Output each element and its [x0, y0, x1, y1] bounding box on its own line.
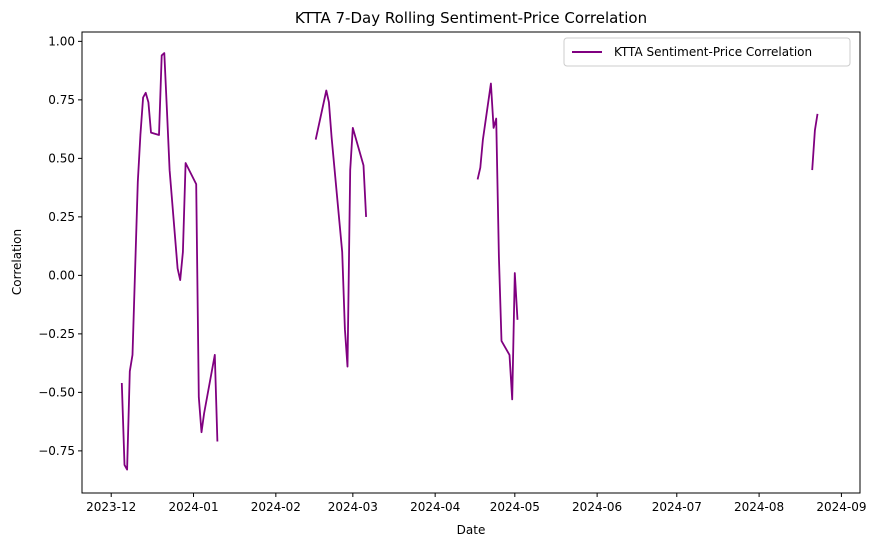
y-tick-label: 0.25: [48, 210, 75, 224]
y-tick-label: 0.75: [48, 93, 75, 107]
y-tick-label: −0.25: [38, 327, 75, 341]
y-tick-label: −0.50: [38, 385, 75, 399]
series-line-segment: [120, 52, 219, 471]
legend-box: [563, 37, 851, 67]
x-tick-label: 2024-08: [734, 500, 784, 514]
legend-entry-label: KTTA Sentiment-Price Correlation: [614, 45, 812, 59]
series-line-segment: [314, 89, 367, 368]
x-tick-label: 2024-03: [328, 500, 378, 514]
y-axis-label: Correlation: [10, 229, 24, 295]
x-tick-label: 2023-12: [86, 500, 136, 514]
x-tick-label: 2024-04: [410, 500, 460, 514]
plot-frame: [81, 31, 861, 494]
series-line-segment: [811, 113, 819, 171]
x-tick-label: 2024-09: [816, 500, 866, 514]
y-tick-label: −0.75: [38, 444, 75, 458]
y-tick-label: 1.00: [48, 34, 75, 48]
data-layer: [120, 52, 819, 471]
chart-title: KTTA 7-Day Rolling Sentiment-Price Corre…: [295, 9, 647, 27]
x-axis-label: Date: [457, 523, 486, 537]
y-tick-label: 0.00: [48, 268, 75, 282]
x-tick-label: 2024-06: [572, 500, 622, 514]
x-tick-label: 2024-02: [251, 500, 301, 514]
x-tick-label: 2024-05: [490, 500, 540, 514]
y-axis: 1.00 0.75 0.50 0.25 0.00 −0.25 −0.50 −0.75: [38, 34, 82, 458]
x-tick-label: 2024-01: [168, 500, 218, 514]
x-tick-label: 2024-07: [652, 500, 702, 514]
x-axis: 2023-12 2024-01 2024-02 2024-03 2024-04 2024-…: [86, 493, 866, 514]
series-line-segment: [476, 82, 519, 401]
legend: KTTA Sentiment-Price Correlation: [563, 37, 851, 67]
y-tick-label: 0.50: [48, 151, 75, 165]
